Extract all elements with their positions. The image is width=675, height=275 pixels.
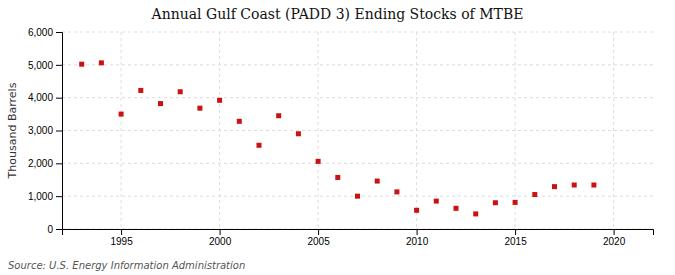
points [79, 60, 596, 216]
y-axis-tick: 5,000 [28, 60, 62, 71]
point [375, 179, 380, 184]
y-axis-line [56, 33, 63, 230]
annotation: Source: U.S. Energy Information Administ… [8, 260, 245, 271]
point [493, 200, 498, 205]
y-axis-tick: 3,000 [28, 125, 62, 136]
grid [62, 32, 653, 229]
point [532, 192, 537, 197]
y-axis-tick-label: 2,000 [28, 158, 53, 169]
grid-line [62, 64, 653, 65]
grid-line [62, 130, 653, 131]
point [394, 189, 399, 194]
x-axis-tick-mark [318, 229, 319, 235]
grid-line [121, 32, 122, 229]
point [276, 113, 281, 118]
point [335, 175, 340, 180]
x-axis-tick-mark [417, 229, 418, 235]
y-axis-tick-mark [56, 163, 62, 164]
x-axis-tick-label: 1995 [110, 236, 133, 247]
x-axis-tick-label: 2015 [504, 236, 527, 247]
y-axis: 0 1,000 2,000 3,000 4,000 5,000 6,000 [28, 27, 63, 235]
point [237, 119, 242, 124]
y-axis-tick-label: 6,000 [28, 27, 53, 38]
y-axis-tick: 2,000 [28, 158, 62, 169]
point [591, 183, 596, 188]
y-axis-tick-mark [56, 229, 62, 230]
y-axis-tick-label: 4,000 [28, 92, 53, 103]
point [178, 89, 183, 94]
grid-line [62, 97, 653, 98]
y-axis-tick-mark [56, 131, 62, 132]
point [513, 200, 518, 205]
point [414, 208, 419, 213]
point [355, 194, 360, 199]
x-axis-tick: 2010 [406, 229, 429, 247]
y-axis-tick: 0 [47, 224, 62, 235]
y-axis-tick-mark [56, 196, 62, 197]
x-axis-tick-mark [121, 229, 122, 235]
point [296, 131, 301, 136]
point [473, 211, 478, 216]
y-axis-tick-mark [56, 98, 62, 99]
grid-line [62, 32, 653, 33]
y-axis-tick: 1,000 [28, 191, 62, 202]
y-axis-tick-label: 0 [47, 224, 53, 235]
chart: 1995 2000 2005 2010 2015 2020 0 1,000 2,000 3,000… [0, 0, 675, 275]
x-axis-tick-label: 2000 [209, 236, 232, 247]
point [434, 199, 439, 204]
y-axis-tick-label: 1,000 [28, 191, 53, 202]
y-axis-tick-label: 3,000 [28, 125, 53, 136]
x-axis-line [63, 230, 654, 236]
x-axis-tick-label: 2005 [307, 236, 330, 247]
x-axis-tick-mark [220, 229, 221, 235]
point [552, 184, 557, 189]
y-axis-tick-label: 5,000 [28, 60, 53, 71]
x-axis-tick-mark [515, 229, 516, 235]
plot: 1995 2000 2005 2010 2015 2020 0 1,000 2,000 3,000… [28, 27, 654, 247]
point [119, 112, 124, 117]
x-axis-tick: 1995 [110, 229, 133, 247]
point [79, 62, 84, 67]
x-axis-tick: 2000 [209, 229, 232, 247]
y-axis-title: Thousand Barrels [6, 82, 19, 179]
grid-line [318, 32, 319, 229]
x-axis-tick-mark [614, 229, 615, 235]
title: Annual Gulf Coast (PADD 3) Ending Stocks… [151, 6, 524, 22]
point [257, 143, 262, 148]
point [454, 206, 459, 211]
x-axis-tick-label: 2010 [406, 236, 429, 247]
x-axis-tick: 2005 [307, 229, 330, 247]
y-axis-tick-mark [56, 65, 62, 66]
point [138, 88, 143, 93]
y-axis-tick: 4,000 [28, 92, 62, 103]
x-axis: 1995 2000 2005 2010 2015 2020 [63, 229, 654, 247]
y-axis-tick-mark [56, 32, 62, 33]
x-axis-tick: 2015 [504, 229, 527, 247]
point [316, 159, 321, 164]
grid-line [613, 32, 614, 229]
point [572, 183, 577, 188]
point [158, 101, 163, 106]
point [99, 60, 104, 65]
point [217, 98, 222, 103]
y-axis-tick: 6,000 [28, 27, 62, 38]
x-axis-tick: 2020 [603, 229, 626, 247]
point [197, 106, 202, 111]
x-axis-tick-label: 2020 [603, 236, 626, 247]
grid-line [62, 163, 653, 164]
